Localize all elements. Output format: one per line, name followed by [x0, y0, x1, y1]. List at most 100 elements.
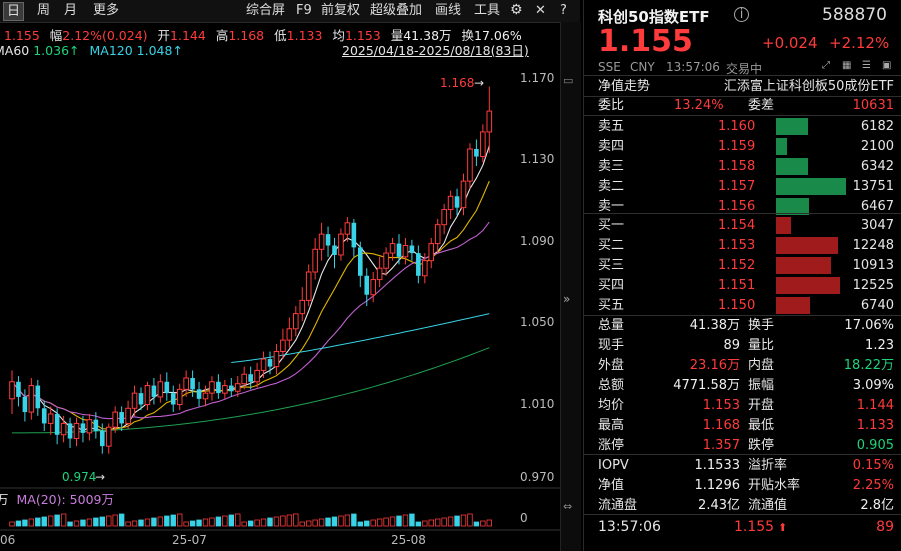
level-price: 1.157 [718, 179, 756, 194]
candle-body [125, 407, 131, 424]
divider [584, 96, 901, 97]
sidebar-icon-1[interactable]: ▭ [563, 74, 574, 87]
help-icon[interactable]: ? [560, 3, 567, 18]
bid-row[interactable]: 买四 1.151 12525 [598, 276, 894, 295]
ask-row[interactable]: 卖五 1.160 6182 [598, 117, 894, 136]
nav-trend-row[interactable]: 净值走势 汇添富上证科创板50成份ETF [598, 77, 894, 96]
volume-bar [286, 514, 293, 527]
stat-label: 开盘 [748, 398, 775, 413]
stat-value: 2.8亿 [860, 498, 894, 513]
candle-body [209, 381, 215, 394]
candle-body [332, 245, 337, 255]
nav-trend-label[interactable]: 净值走势 [598, 79, 651, 94]
level-price: 1.150 [718, 298, 756, 313]
candle-body [73, 422, 80, 440]
adjust-price-button[interactable]: 前复权 [321, 3, 361, 18]
candle-body [229, 385, 234, 392]
change-value: 2.12%(0.024) [62, 28, 148, 43]
stat-label: 流通盘 [598, 498, 638, 513]
candle-body [170, 393, 176, 405]
volume-unit: 万 [0, 492, 9, 507]
period-month-button[interactable]: 月 [64, 3, 78, 18]
settings-gear-icon[interactable]: ⚙ [510, 2, 523, 18]
bid-row[interactable]: 买二 1.153 12248 [598, 236, 894, 255]
candle-body [280, 339, 286, 352]
divider [584, 454, 901, 455]
candle-body [428, 243, 435, 262]
stat-label: 最低 [748, 418, 775, 433]
volume-bar [260, 518, 267, 527]
level-label: 买一 [598, 218, 625, 233]
candle-body [383, 252, 389, 269]
stat-row: 现手 89 量比 1.23 [598, 336, 894, 355]
menu-icon[interactable]: ☰ [862, 60, 871, 71]
volume-bar [41, 516, 47, 527]
layout-icon[interactable]: ▦ [842, 60, 852, 71]
info-icon[interactable]: i [734, 7, 749, 22]
stat-value: 17.06% [844, 318, 894, 333]
candlestick-chart[interactable] [0, 60, 560, 535]
overlay-button[interactable]: 超级叠加 [370, 3, 423, 18]
candle-body [196, 389, 202, 399]
candle-body [93, 419, 99, 431]
period-week-button[interactable]: 周 [37, 3, 51, 18]
candle-body [41, 408, 47, 424]
level-volume-bar [776, 198, 809, 215]
stat-label: 跌停 [748, 438, 775, 453]
y-tick-label: 1.170 [520, 71, 555, 85]
volume-bar [364, 520, 370, 527]
draw-line-button[interactable]: 画线 [435, 3, 462, 18]
ask-row[interactable]: 卖二 1.157 13751 [598, 177, 894, 196]
security-name: 科创50指数ETF [598, 8, 710, 26]
volume-bar [389, 516, 396, 527]
volume-bar [460, 514, 467, 527]
tools-button[interactable]: 工具 [474, 3, 501, 18]
close-icon[interactable]: ✕ [535, 3, 546, 18]
expand-panel-icon[interactable]: » [563, 292, 571, 306]
expand-icon[interactable]: ⤢ [822, 60, 830, 71]
candle-body [293, 313, 299, 330]
level-price: 1.154 [718, 218, 756, 233]
volume-bar [280, 515, 286, 527]
ask-row[interactable]: 卖四 1.159 2100 [598, 137, 894, 156]
stat-label: 最高 [598, 418, 625, 433]
volume-bar [222, 515, 228, 527]
stat-label: 现手 [598, 338, 625, 353]
y-tick-label: 1.090 [520, 234, 555, 248]
price-change: +0.024 [762, 34, 818, 52]
ask-row[interactable]: 卖三 1.158 6342 [598, 157, 894, 176]
volume-bar [144, 518, 151, 527]
candle-body [28, 385, 35, 413]
volume-bar [189, 520, 196, 527]
fullscreen-button[interactable]: 综合屏 [246, 3, 286, 18]
volume-bar [434, 518, 441, 527]
candle-body [389, 243, 396, 254]
level-volume: 10913 [852, 258, 894, 273]
ma60-value: 1.036↑ [33, 43, 80, 58]
bid-row[interactable]: 买三 1.152 10913 [598, 256, 894, 275]
stat-row: 流通盘 2.43亿 流通值 2.8亿 [598, 496, 894, 515]
f9-button[interactable]: F9 [296, 3, 312, 18]
stat-label: 换手 [748, 318, 775, 333]
fold-icon[interactable]: ▣ [882, 60, 892, 71]
candle-body [190, 378, 195, 390]
candle-body [222, 385, 228, 394]
weicha-label: 委差 [748, 98, 775, 113]
sidebar-icon-2[interactable]: ⇔ [563, 500, 573, 513]
stat-label: 振幅 [748, 378, 775, 393]
volume-bar [293, 513, 299, 527]
candle-body [86, 419, 93, 434]
volume-bar [235, 513, 241, 527]
high-value: 1.168 [228, 28, 265, 43]
bid-row[interactable]: 买一 1.154 3047 [598, 216, 894, 235]
volume-bar [80, 519, 86, 527]
candle-body [409, 245, 415, 254]
date-range[interactable]: 2025/04/18-2025/08/18(83日) [342, 43, 529, 58]
currency-label: CNY [630, 60, 655, 74]
candle-body [35, 385, 41, 409]
level-volume: 6342 [860, 159, 894, 174]
bid-row[interactable]: 买五 1.150 6740 [598, 296, 894, 315]
period-day-button[interactable]: 日 [3, 2, 25, 21]
more-periods-button[interactable]: 更多 [93, 3, 120, 18]
ask-row[interactable]: 卖一 1.156 6467 [598, 197, 894, 216]
